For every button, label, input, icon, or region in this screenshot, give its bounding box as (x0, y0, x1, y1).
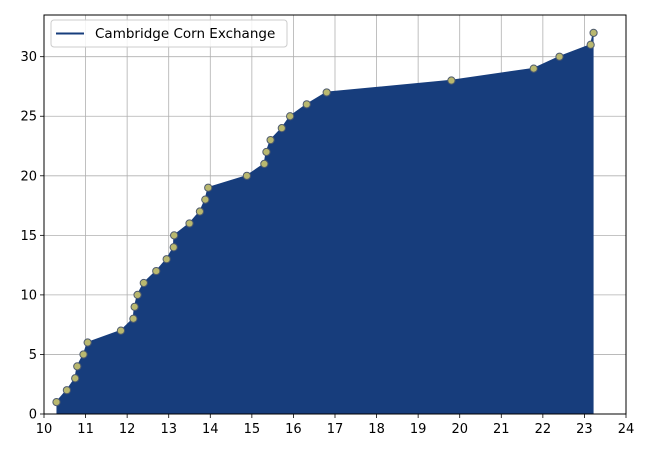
data-point (169, 243, 178, 252)
data-point (52, 397, 61, 407)
x-tick-label: 21 (493, 422, 510, 437)
x-tick-label: 12 (119, 422, 136, 437)
legend-entry-label: Cambridge Corn Exchange (95, 26, 275, 42)
data-point (447, 76, 456, 85)
legend-box (50, 19, 288, 48)
x-axis: 10 11 12 13 14 15 16 17 18 19 20 21 22 23 24 (36, 414, 635, 437)
x-tick-label: 20 (451, 422, 468, 437)
x-tick-label: 16 (285, 422, 302, 437)
data-point (71, 374, 80, 383)
data-point (116, 326, 126, 335)
y-tick-label: 20 (20, 169, 37, 184)
data-point (162, 255, 171, 264)
data-point (152, 266, 161, 276)
x-tick-label: 15 (244, 422, 261, 437)
data-point (555, 52, 564, 61)
data-point (185, 219, 194, 228)
x-tick-label: 10 (36, 422, 53, 437)
y-tick-label: 0 (29, 408, 37, 423)
data-point (322, 88, 331, 97)
y-tick-label: 5 (29, 348, 37, 363)
y-tick-label: 10 (20, 288, 37, 303)
x-tick-label: 24 (618, 422, 635, 437)
data-point (83, 338, 92, 347)
x-tick-label: 19 (410, 422, 427, 437)
data-point (204, 183, 213, 192)
data-point (266, 135, 275, 145)
x-tick-label: 14 (202, 422, 219, 437)
x-tick-label: 13 (160, 422, 177, 437)
data-point (201, 195, 210, 204)
data-point (62, 386, 71, 395)
data-point (139, 278, 148, 288)
x-tick-label: 11 (77, 422, 94, 437)
data-markers (52, 28, 598, 407)
x-tick-label: 17 (327, 422, 344, 437)
x-tick-label: 23 (576, 422, 593, 437)
data-point (195, 207, 204, 216)
y-axis: 0 5 10 15 20 25 30 (20, 50, 44, 423)
x-tick-label: 22 (535, 422, 552, 437)
data-point (286, 112, 295, 121)
y-tick-label: 30 (20, 50, 37, 65)
data-point (130, 302, 139, 311)
y-tick-label: 15 (20, 229, 37, 244)
x-tick-label: 18 (368, 422, 385, 437)
data-point (79, 350, 88, 359)
data-point (277, 124, 286, 133)
data-point (529, 64, 538, 73)
data-point (73, 362, 82, 371)
data-point (133, 290, 142, 299)
data-point (262, 147, 271, 157)
y-tick-label: 25 (20, 110, 37, 125)
data-point (242, 171, 251, 180)
data-point (586, 40, 595, 49)
legend: Cambridge Corn Exchange (50, 19, 288, 48)
area-fill (56, 32, 594, 415)
data-point (260, 159, 269, 168)
data-point (170, 231, 179, 240)
data-point (302, 100, 311, 109)
data-point (129, 314, 138, 323)
data-point (589, 28, 598, 37)
